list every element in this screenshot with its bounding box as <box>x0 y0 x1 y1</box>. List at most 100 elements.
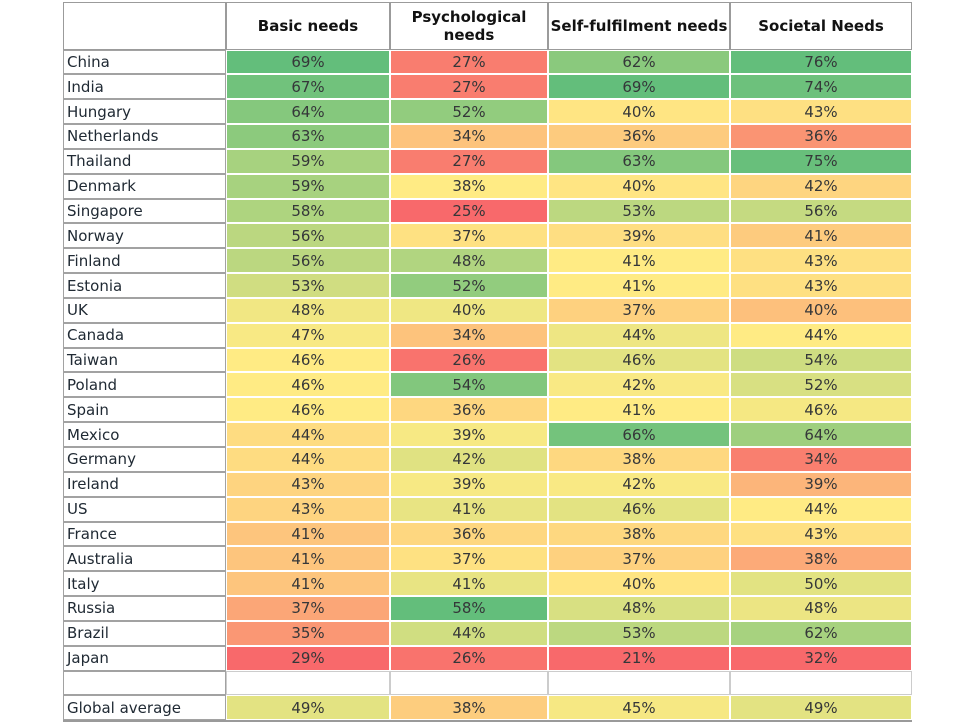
value-cell: 69% <box>548 74 730 100</box>
value-cell: 56% <box>730 198 912 224</box>
value-cell: 53% <box>548 198 730 224</box>
row-label-cell: Hungary <box>63 99 226 125</box>
row-label-cell: Singapore <box>63 198 226 224</box>
column-header-self-fulfilment-needs: Self-fulfilment needs <box>548 2 730 50</box>
value-cell: 27% <box>390 74 548 100</box>
value-cell: 46% <box>548 496 730 522</box>
footer-value-cell: 49% <box>226 695 390 721</box>
value-cell: 63% <box>226 124 390 149</box>
value-cell: 53% <box>548 620 730 646</box>
spacer-value-cell <box>730 670 912 696</box>
corner-header-cell <box>63 2 226 50</box>
value-cell: 46% <box>548 347 730 373</box>
footer-value-cell: 38% <box>390 695 548 721</box>
row-label-cell: Russia <box>63 596 226 621</box>
value-cell: 75% <box>730 148 912 174</box>
value-cell: 63% <box>548 148 730 174</box>
row-label-cell: Germany <box>63 447 226 472</box>
footer-value-cell: 49% <box>730 695 912 721</box>
value-cell: 42% <box>548 372 730 398</box>
row-label-cell: India <box>63 74 226 100</box>
value-cell: 48% <box>730 596 912 621</box>
value-cell: 43% <box>226 496 390 522</box>
value-cell: 43% <box>226 471 390 497</box>
value-cell: 26% <box>390 645 548 671</box>
value-cell: 26% <box>390 347 548 373</box>
value-cell: 74% <box>730 74 912 100</box>
row-label-cell: Italy <box>63 571 226 597</box>
value-cell: 37% <box>390 546 548 572</box>
value-cell: 34% <box>390 124 548 149</box>
value-cell: 66% <box>548 422 730 447</box>
value-cell: 37% <box>226 596 390 621</box>
row-label-cell: Australia <box>63 546 226 572</box>
value-cell: 41% <box>226 571 390 597</box>
value-cell: 40% <box>730 297 912 323</box>
value-cell: 46% <box>730 397 912 423</box>
value-cell: 52% <box>390 273 548 298</box>
value-cell: 39% <box>390 422 548 447</box>
row-label-cell: Spain <box>63 397 226 423</box>
value-cell: 34% <box>730 447 912 472</box>
value-cell: 42% <box>548 471 730 497</box>
row-label-cell: Ireland <box>63 471 226 497</box>
value-cell: 56% <box>226 248 390 274</box>
value-cell: 41% <box>548 248 730 274</box>
value-cell: 40% <box>548 99 730 125</box>
value-cell: 69% <box>226 49 390 75</box>
row-label-cell: Norway <box>63 223 226 249</box>
value-cell: 53% <box>226 273 390 298</box>
value-cell: 36% <box>730 124 912 149</box>
value-cell: 76% <box>730 49 912 75</box>
value-cell: 38% <box>548 447 730 472</box>
value-cell: 43% <box>730 521 912 547</box>
value-cell: 64% <box>730 422 912 447</box>
row-label-cell: Mexico <box>63 422 226 447</box>
value-cell: 47% <box>226 322 390 348</box>
value-cell: 40% <box>548 173 730 199</box>
spacer-label-cell <box>63 670 226 696</box>
needs-heatmap-table: Basic needs Psychological needs Self-ful… <box>63 2 912 723</box>
value-cell: 27% <box>390 148 548 174</box>
value-cell: 56% <box>226 223 390 249</box>
value-cell: 41% <box>548 273 730 298</box>
value-cell: 52% <box>390 99 548 125</box>
value-cell: 44% <box>730 496 912 522</box>
value-cell: 48% <box>390 248 548 274</box>
value-cell: 39% <box>390 471 548 497</box>
value-cell: 44% <box>730 322 912 348</box>
footer-value-cell: 45% <box>548 695 730 721</box>
value-cell: 46% <box>226 347 390 373</box>
value-cell: 44% <box>226 447 390 472</box>
value-cell: 46% <box>226 372 390 398</box>
value-cell: 21% <box>548 645 730 671</box>
value-cell: 36% <box>548 124 730 149</box>
value-cell: 67% <box>226 74 390 100</box>
value-cell: 62% <box>548 49 730 75</box>
value-cell: 41% <box>226 521 390 547</box>
value-cell: 37% <box>390 223 548 249</box>
value-cell: 41% <box>390 496 548 522</box>
column-header-basic-needs: Basic needs <box>226 2 390 50</box>
value-cell: 40% <box>548 571 730 597</box>
value-cell: 41% <box>548 397 730 423</box>
row-label-cell: France <box>63 521 226 547</box>
value-cell: 42% <box>730 173 912 199</box>
row-label-cell: US <box>63 496 226 522</box>
value-cell: 29% <box>226 645 390 671</box>
value-cell: 41% <box>390 571 548 597</box>
value-cell: 44% <box>226 422 390 447</box>
value-cell: 43% <box>730 248 912 274</box>
value-cell: 43% <box>730 273 912 298</box>
value-cell: 36% <box>390 397 548 423</box>
value-cell: 34% <box>390 322 548 348</box>
value-cell: 39% <box>730 471 912 497</box>
column-header-societal-needs: Societal Needs <box>730 2 912 50</box>
value-cell: 52% <box>730 372 912 398</box>
value-cell: 37% <box>548 297 730 323</box>
value-cell: 35% <box>226 620 390 646</box>
spacer-value-cell <box>548 670 730 696</box>
value-cell: 38% <box>390 173 548 199</box>
row-label-cell: Japan <box>63 645 226 671</box>
row-label-cell: UK <box>63 297 226 323</box>
